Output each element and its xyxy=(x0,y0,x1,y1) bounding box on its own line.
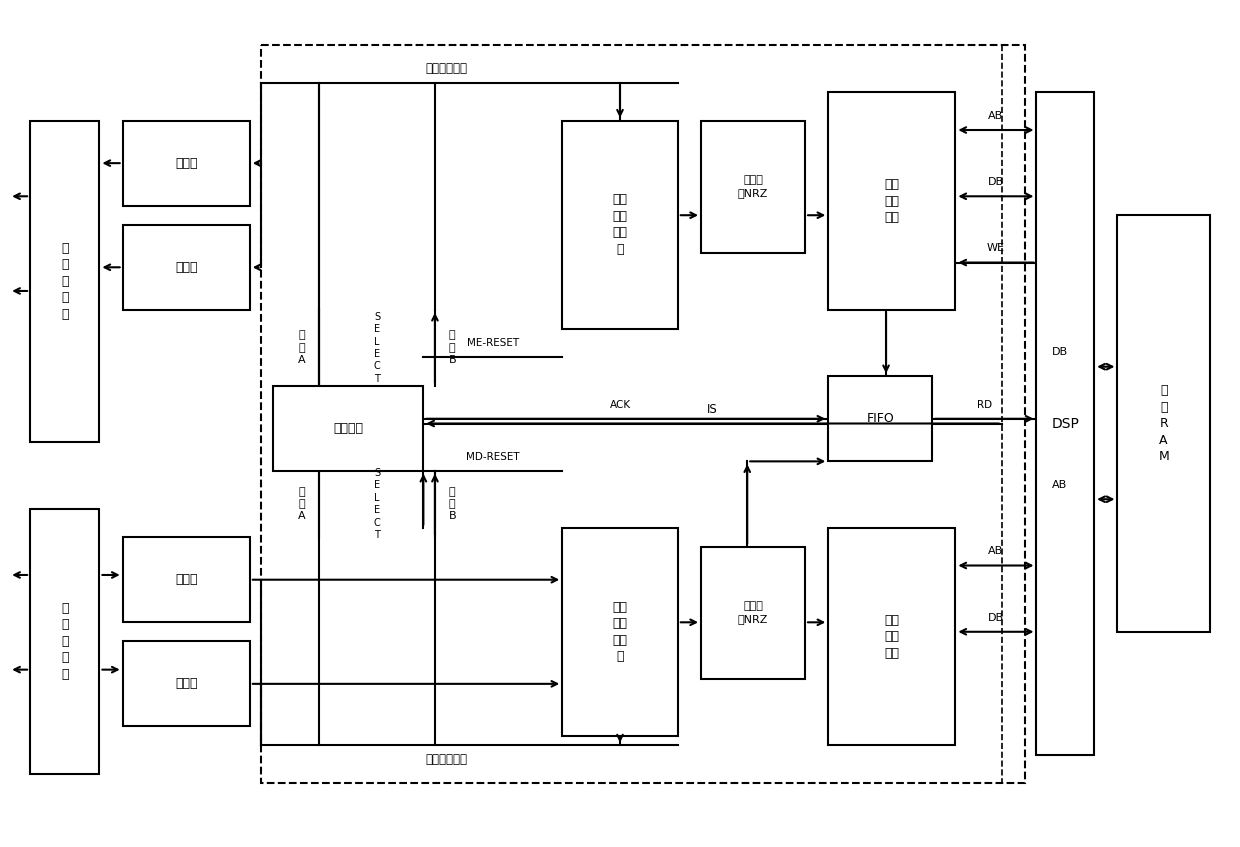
Text: 接收器: 接收器 xyxy=(175,678,197,690)
Bar xyxy=(562,120,678,329)
Text: 共
享
R
A
M: 共 享 R A M xyxy=(1158,384,1169,463)
Text: DB: DB xyxy=(988,177,1004,187)
Bar xyxy=(262,45,1024,783)
Text: 通
道
B: 通 道 B xyxy=(449,486,456,522)
Bar xyxy=(123,537,249,623)
Text: S
E
L
E
C
T: S E L E C T xyxy=(373,468,381,540)
Bar xyxy=(828,376,932,462)
Bar xyxy=(123,120,249,206)
Text: AB: AB xyxy=(1052,480,1068,490)
Text: 通
道
B: 通 道 B xyxy=(449,330,456,365)
Text: 非归零
码NRZ: 非归零 码NRZ xyxy=(738,175,769,198)
Text: 曼彻斯特数据: 曼彻斯特数据 xyxy=(425,753,467,766)
Bar xyxy=(828,92,956,310)
Text: 曼彻
斯特
解码
器: 曼彻 斯特 解码 器 xyxy=(613,601,627,663)
Text: 地址译码: 地址译码 xyxy=(334,422,363,435)
Text: 耦
合
变
压
器: 耦 合 变 压 器 xyxy=(61,242,68,321)
Bar xyxy=(828,528,956,745)
Text: 通
道
A: 通 道 A xyxy=(298,330,306,365)
Bar xyxy=(701,546,805,679)
Text: DSP: DSP xyxy=(1052,417,1079,430)
Text: AB: AB xyxy=(988,546,1003,556)
Bar xyxy=(123,224,249,310)
Bar xyxy=(30,120,99,442)
Text: DB: DB xyxy=(988,612,1004,623)
Bar xyxy=(30,509,99,774)
Bar xyxy=(1117,215,1210,632)
Text: FIFO: FIFO xyxy=(867,412,894,425)
Text: ACK: ACK xyxy=(609,400,631,410)
Text: 接收器: 接收器 xyxy=(175,573,197,586)
Text: AB: AB xyxy=(988,111,1003,121)
Text: RD: RD xyxy=(977,400,992,410)
Text: 非归零
码NRZ: 非归零 码NRZ xyxy=(738,601,769,624)
Bar xyxy=(273,385,423,471)
Text: 通
道
A: 通 道 A xyxy=(298,486,306,522)
Bar xyxy=(1037,92,1094,755)
Bar xyxy=(562,528,678,736)
Bar xyxy=(123,641,249,727)
Text: 数据
地址
锁存: 数据 地址 锁存 xyxy=(884,178,899,224)
Bar xyxy=(701,120,805,253)
Text: 数据
地址
锁存: 数据 地址 锁存 xyxy=(884,613,899,660)
Text: 发送器: 发送器 xyxy=(175,157,197,169)
Text: S
E
L
E
C
T: S E L E C T xyxy=(373,312,381,384)
Text: IS: IS xyxy=(707,403,718,416)
Text: WE: WE xyxy=(987,243,1004,253)
Text: DB: DB xyxy=(1052,347,1068,357)
Text: 曼彻
斯特
编码
器: 曼彻 斯特 编码 器 xyxy=(613,193,627,256)
Text: 曼彻斯特数据: 曼彻斯特数据 xyxy=(425,62,467,75)
Text: ME-RESET: ME-RESET xyxy=(466,338,518,348)
Text: 发送器: 发送器 xyxy=(175,261,197,274)
Text: MD-RESET: MD-RESET xyxy=(466,451,520,462)
Text: 耦
合
变
压
器: 耦 合 变 压 器 xyxy=(61,601,68,681)
